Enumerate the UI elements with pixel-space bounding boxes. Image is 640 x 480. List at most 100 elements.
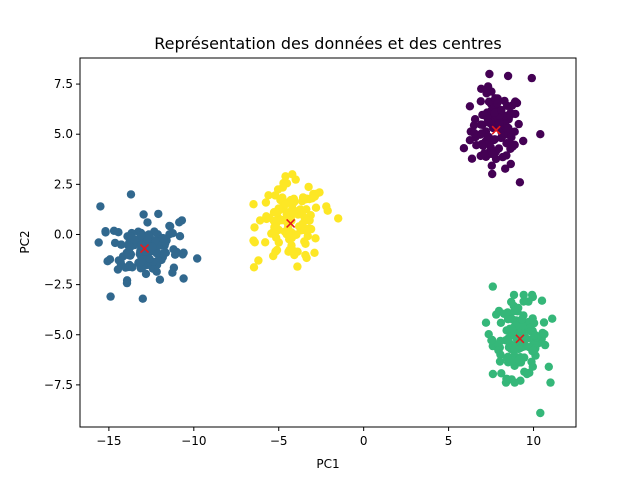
data-point bbox=[504, 123, 513, 133]
data-point bbox=[158, 233, 168, 243]
data-point bbox=[145, 254, 154, 263]
data-point bbox=[527, 73, 536, 83]
data-point bbox=[484, 97, 494, 106]
data-point bbox=[493, 339, 503, 349]
data-point bbox=[488, 149, 497, 159]
data-point bbox=[485, 69, 494, 79]
data-point bbox=[322, 202, 331, 211]
data-point bbox=[495, 357, 505, 366]
data-point bbox=[469, 121, 479, 130]
data-point bbox=[496, 318, 506, 327]
data-point bbox=[510, 306, 519, 316]
data-point bbox=[179, 274, 188, 283]
data-point bbox=[279, 178, 288, 188]
data-points bbox=[94, 69, 557, 418]
data-point bbox=[536, 130, 545, 139]
data-point bbox=[175, 232, 185, 241]
data-point bbox=[493, 99, 502, 108]
data-point bbox=[147, 242, 157, 252]
data-point bbox=[143, 218, 152, 227]
data-point bbox=[177, 216, 187, 225]
data-point bbox=[298, 193, 308, 202]
data-point bbox=[522, 369, 532, 379]
cluster-center-marker bbox=[515, 334, 525, 344]
data-point bbox=[548, 314, 557, 323]
data-point bbox=[168, 268, 177, 277]
data-point bbox=[501, 164, 510, 173]
data-point bbox=[507, 324, 517, 334]
x-tick-label: 5 bbox=[445, 434, 453, 448]
data-point bbox=[287, 210, 296, 219]
data-point bbox=[510, 378, 519, 387]
data-point bbox=[288, 246, 297, 255]
data-point bbox=[492, 310, 501, 319]
data-point bbox=[518, 321, 528, 330]
data-point bbox=[126, 243, 135, 252]
data-point bbox=[249, 200, 258, 209]
data-point bbox=[302, 205, 311, 214]
x-tick-label: −5 bbox=[270, 434, 288, 448]
data-point bbox=[264, 191, 273, 200]
data-point bbox=[494, 346, 503, 355]
data-point bbox=[509, 290, 519, 300]
data-point bbox=[136, 231, 146, 240]
data-point bbox=[155, 275, 165, 284]
data-point bbox=[110, 238, 120, 248]
data-point bbox=[272, 208, 281, 217]
data-point bbox=[481, 318, 491, 327]
data-point bbox=[507, 297, 516, 307]
data-point bbox=[298, 219, 307, 228]
data-point bbox=[305, 216, 314, 225]
data-point bbox=[179, 248, 188, 257]
data-point bbox=[264, 213, 274, 222]
data-point bbox=[261, 238, 270, 247]
data-point bbox=[488, 169, 497, 179]
data-point bbox=[483, 82, 493, 91]
data-point bbox=[158, 249, 168, 258]
data-point bbox=[539, 318, 549, 327]
data-point bbox=[255, 216, 265, 225]
data-point bbox=[273, 185, 283, 194]
data-point bbox=[277, 216, 286, 225]
data-point bbox=[308, 194, 317, 203]
x-tick-label: −10 bbox=[181, 434, 206, 448]
data-point bbox=[117, 240, 126, 249]
data-point bbox=[96, 202, 105, 211]
data-point bbox=[502, 101, 512, 111]
y-tick-label: −5.0 bbox=[44, 328, 73, 342]
data-point bbox=[502, 374, 511, 384]
data-point bbox=[106, 292, 115, 301]
data-point bbox=[168, 229, 177, 238]
data-point bbox=[281, 200, 290, 209]
data-point bbox=[470, 128, 479, 138]
data-point bbox=[459, 144, 469, 153]
data-point bbox=[170, 250, 180, 259]
data-point bbox=[138, 294, 147, 303]
data-point bbox=[139, 210, 148, 219]
data-point bbox=[123, 250, 133, 260]
data-point bbox=[531, 330, 540, 340]
data-point bbox=[311, 203, 321, 212]
data-point bbox=[519, 290, 528, 300]
y-tick-label: 0.0 bbox=[54, 227, 73, 241]
data-point bbox=[467, 154, 477, 163]
data-point bbox=[250, 238, 259, 247]
data-point bbox=[105, 255, 115, 264]
data-point bbox=[520, 332, 529, 341]
cluster-centers bbox=[139, 125, 525, 344]
x-axis-ticks: −15 −10 −5 0 5 10 bbox=[96, 427, 541, 448]
data-point bbox=[528, 346, 538, 355]
data-point bbox=[154, 209, 163, 219]
data-point bbox=[288, 170, 297, 179]
y-axis-ticks: −7.5 −5.0 −2.5 0.0 2.5 5.0 7.5 bbox=[44, 77, 80, 392]
data-point bbox=[476, 97, 485, 106]
cluster-center-marker bbox=[286, 218, 296, 229]
data-point bbox=[528, 362, 537, 371]
data-point bbox=[465, 102, 475, 111]
data-point bbox=[517, 315, 527, 324]
data-point bbox=[477, 84, 486, 94]
data-point bbox=[503, 315, 513, 324]
data-point bbox=[490, 108, 499, 118]
data-point bbox=[519, 136, 528, 146]
data-point bbox=[254, 256, 263, 265]
